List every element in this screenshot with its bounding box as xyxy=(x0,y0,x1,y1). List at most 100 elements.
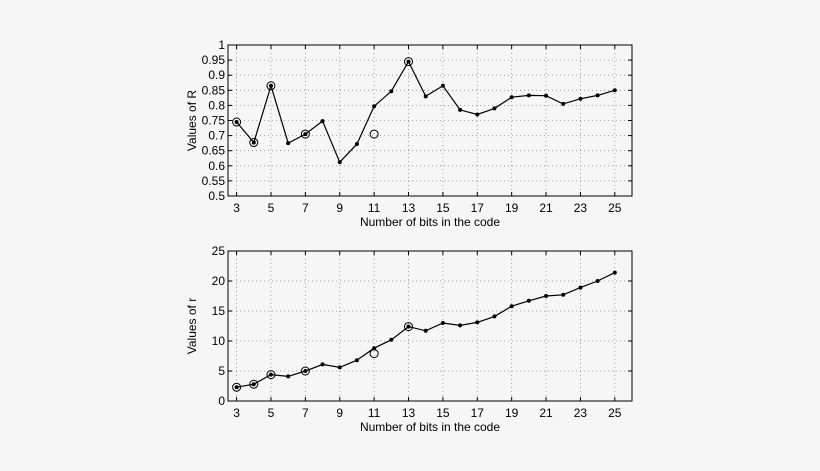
chart-rr-x-tick-label: 7 xyxy=(302,406,309,420)
chart-r-data-point xyxy=(612,88,617,93)
chart-r-open-circle-marker xyxy=(232,117,242,127)
chart-rr-x-axis-label: Number of bits in the code xyxy=(360,420,500,434)
chart-rr-data-point xyxy=(544,294,549,298)
chart-r-values: Number of bits in the code Values of R 3… xyxy=(185,38,633,229)
chart-r-y-tick-label: 0.55 xyxy=(202,174,226,188)
chart-rr-data-point xyxy=(234,385,239,390)
chart-r-y-tick-label: 0.7 xyxy=(208,129,225,143)
chart-r-x-tick-label: 11 xyxy=(368,201,381,215)
chart-r-x-tick-label: 15 xyxy=(436,201,450,215)
chart-r-x-tick-label: 19 xyxy=(505,201,519,215)
chart-r-data-point xyxy=(458,107,463,112)
chart-rr-data-point xyxy=(578,285,583,290)
chart-rr-data-point xyxy=(612,270,617,275)
chart-r-y-tick-label: 0.5 xyxy=(208,189,225,203)
chart-rr-data-point xyxy=(320,362,325,367)
chart-rr-data-point xyxy=(458,323,463,328)
chart-rr-y-tick-label: 15 xyxy=(212,304,226,318)
chart-r-open-circle-marker xyxy=(404,57,414,67)
chart-r-data-point xyxy=(492,106,497,111)
chart-r-data-point xyxy=(526,93,531,98)
chart-rr-data-point xyxy=(595,279,600,283)
chart-rr-open-circle-marker xyxy=(404,322,414,332)
chart-rr-x-tick-label: 21 xyxy=(539,406,553,420)
chart-r-x-tick-label: 7 xyxy=(302,201,309,215)
chart-rr-y-axis-label: Values of r xyxy=(185,298,199,354)
chart-rr-data-point xyxy=(475,320,480,325)
chart-rr-y-tick-label: 25 xyxy=(212,244,226,258)
chart-r-y-tick-label: 0.95 xyxy=(202,53,226,67)
chart-rr-open-circle-marker xyxy=(369,349,379,359)
chart-rr-data-point xyxy=(303,369,308,373)
chart-rr-open-circle-marker xyxy=(300,366,310,376)
chart-rr-y-tick-label: 10 xyxy=(212,334,226,348)
chart-r-x-tick-label: 25 xyxy=(608,201,622,215)
chart-r-data-point xyxy=(354,142,359,147)
chart-r-x-tick-label: 21 xyxy=(539,201,553,215)
chart-r-data-point xyxy=(286,141,291,146)
chart-rr-data-point xyxy=(268,372,273,377)
chart-rr-y-tick-label: 20 xyxy=(212,274,226,288)
chart-rr-data-point xyxy=(406,324,411,329)
chart-r-open-circle-marker xyxy=(249,138,259,148)
chart-r-data-point xyxy=(509,95,514,100)
chart-r-x-tick-label: 9 xyxy=(336,201,343,215)
chart-r-data-point xyxy=(234,120,239,125)
chart-r-x-tick-label: 5 xyxy=(268,201,275,215)
chart-rr-data-point xyxy=(423,328,428,333)
chart-rr-y-tick-label: 0 xyxy=(218,394,225,408)
chart-rr-data-point xyxy=(526,298,531,303)
chart-rr-data-point xyxy=(389,337,394,342)
chart-rr-open-circle-marker xyxy=(266,370,276,380)
chart-rr-x-tick-label: 17 xyxy=(471,406,485,420)
chart-r-y-tick-label: 0.6 xyxy=(208,159,225,173)
chart-r-data-point xyxy=(475,112,480,117)
chart-r-y-tick-label: 1 xyxy=(218,38,225,52)
chart-rr-x-tick-label: 13 xyxy=(402,406,416,420)
chart-rr-open-circle-marker xyxy=(249,379,259,389)
chart-r-data-point xyxy=(303,132,308,137)
chart-rr-data-point xyxy=(509,304,514,309)
chart-r-y-axis-label: Values of R xyxy=(185,90,199,151)
chart-rr-data-point xyxy=(286,374,291,379)
chart-rr-values: Number of bits in the code Values of r 3… xyxy=(185,244,633,434)
chart-r-x-tick-label: 13 xyxy=(402,201,416,215)
chart-rr-data-point xyxy=(251,382,256,387)
chart-rr-x-tick-label: 15 xyxy=(436,406,450,420)
chart-r-data-point xyxy=(389,89,394,94)
chart-r-data-point xyxy=(251,140,256,145)
chart-rr-data-point xyxy=(492,314,497,319)
chart-r-data-point xyxy=(372,104,377,109)
chart-rr-x-tick-label: 23 xyxy=(574,406,588,420)
chart-r-data-point xyxy=(440,83,445,88)
chart-rr-data-point xyxy=(372,346,377,351)
chart-r-data-point xyxy=(423,94,428,99)
chart-rr-data-point xyxy=(561,292,566,297)
chart-r-open-circle-marker xyxy=(266,81,276,91)
chart-rr-data-point xyxy=(354,358,359,363)
chart-rr-x-tick-label: 25 xyxy=(608,406,622,420)
chart-rr-y-tick-label: 5 xyxy=(218,364,225,378)
chart-r-open-circle-marker xyxy=(369,129,379,139)
chart-r-y-tick-label: 0.85 xyxy=(202,83,226,97)
chart-r-x-axis-label: Number of bits in the code xyxy=(360,215,500,229)
chart-rr-open-circle-marker xyxy=(232,382,242,392)
chart-r-data-point xyxy=(561,101,566,106)
chart-r-y-tick-label: 0.9 xyxy=(208,68,225,82)
chart-rr-data-point xyxy=(337,365,342,370)
chart-rr-data-point xyxy=(440,321,445,325)
chart-r-y-tick-label: 0.65 xyxy=(202,144,226,158)
chart-rr-x-tick-label: 5 xyxy=(268,406,275,420)
chart-r-y-tick-label: 0.75 xyxy=(202,114,226,128)
chart-r-data-point xyxy=(578,96,583,101)
chart-r-open-circle-marker xyxy=(300,129,310,139)
chart-r-data-point xyxy=(268,83,273,88)
chart-rr-plot-frame xyxy=(227,250,633,402)
chart-r-x-tick-label: 3 xyxy=(233,201,240,215)
chart-r-data-point xyxy=(337,160,342,165)
chart-r-data-point xyxy=(544,93,549,98)
chart-r-x-tick-label: 23 xyxy=(574,201,588,215)
chart-r-data-point xyxy=(320,119,325,124)
chart-rr-x-tick-label: 11 xyxy=(368,406,381,420)
